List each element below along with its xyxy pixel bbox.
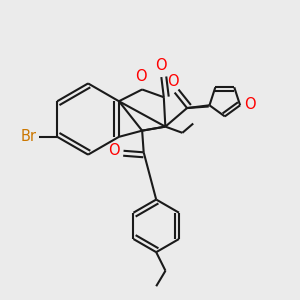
Text: O: O — [108, 143, 120, 158]
Text: Br: Br — [21, 129, 37, 144]
Text: O: O — [155, 58, 167, 74]
Text: O: O — [244, 97, 256, 112]
Text: O: O — [167, 74, 179, 89]
Text: O: O — [135, 69, 146, 84]
